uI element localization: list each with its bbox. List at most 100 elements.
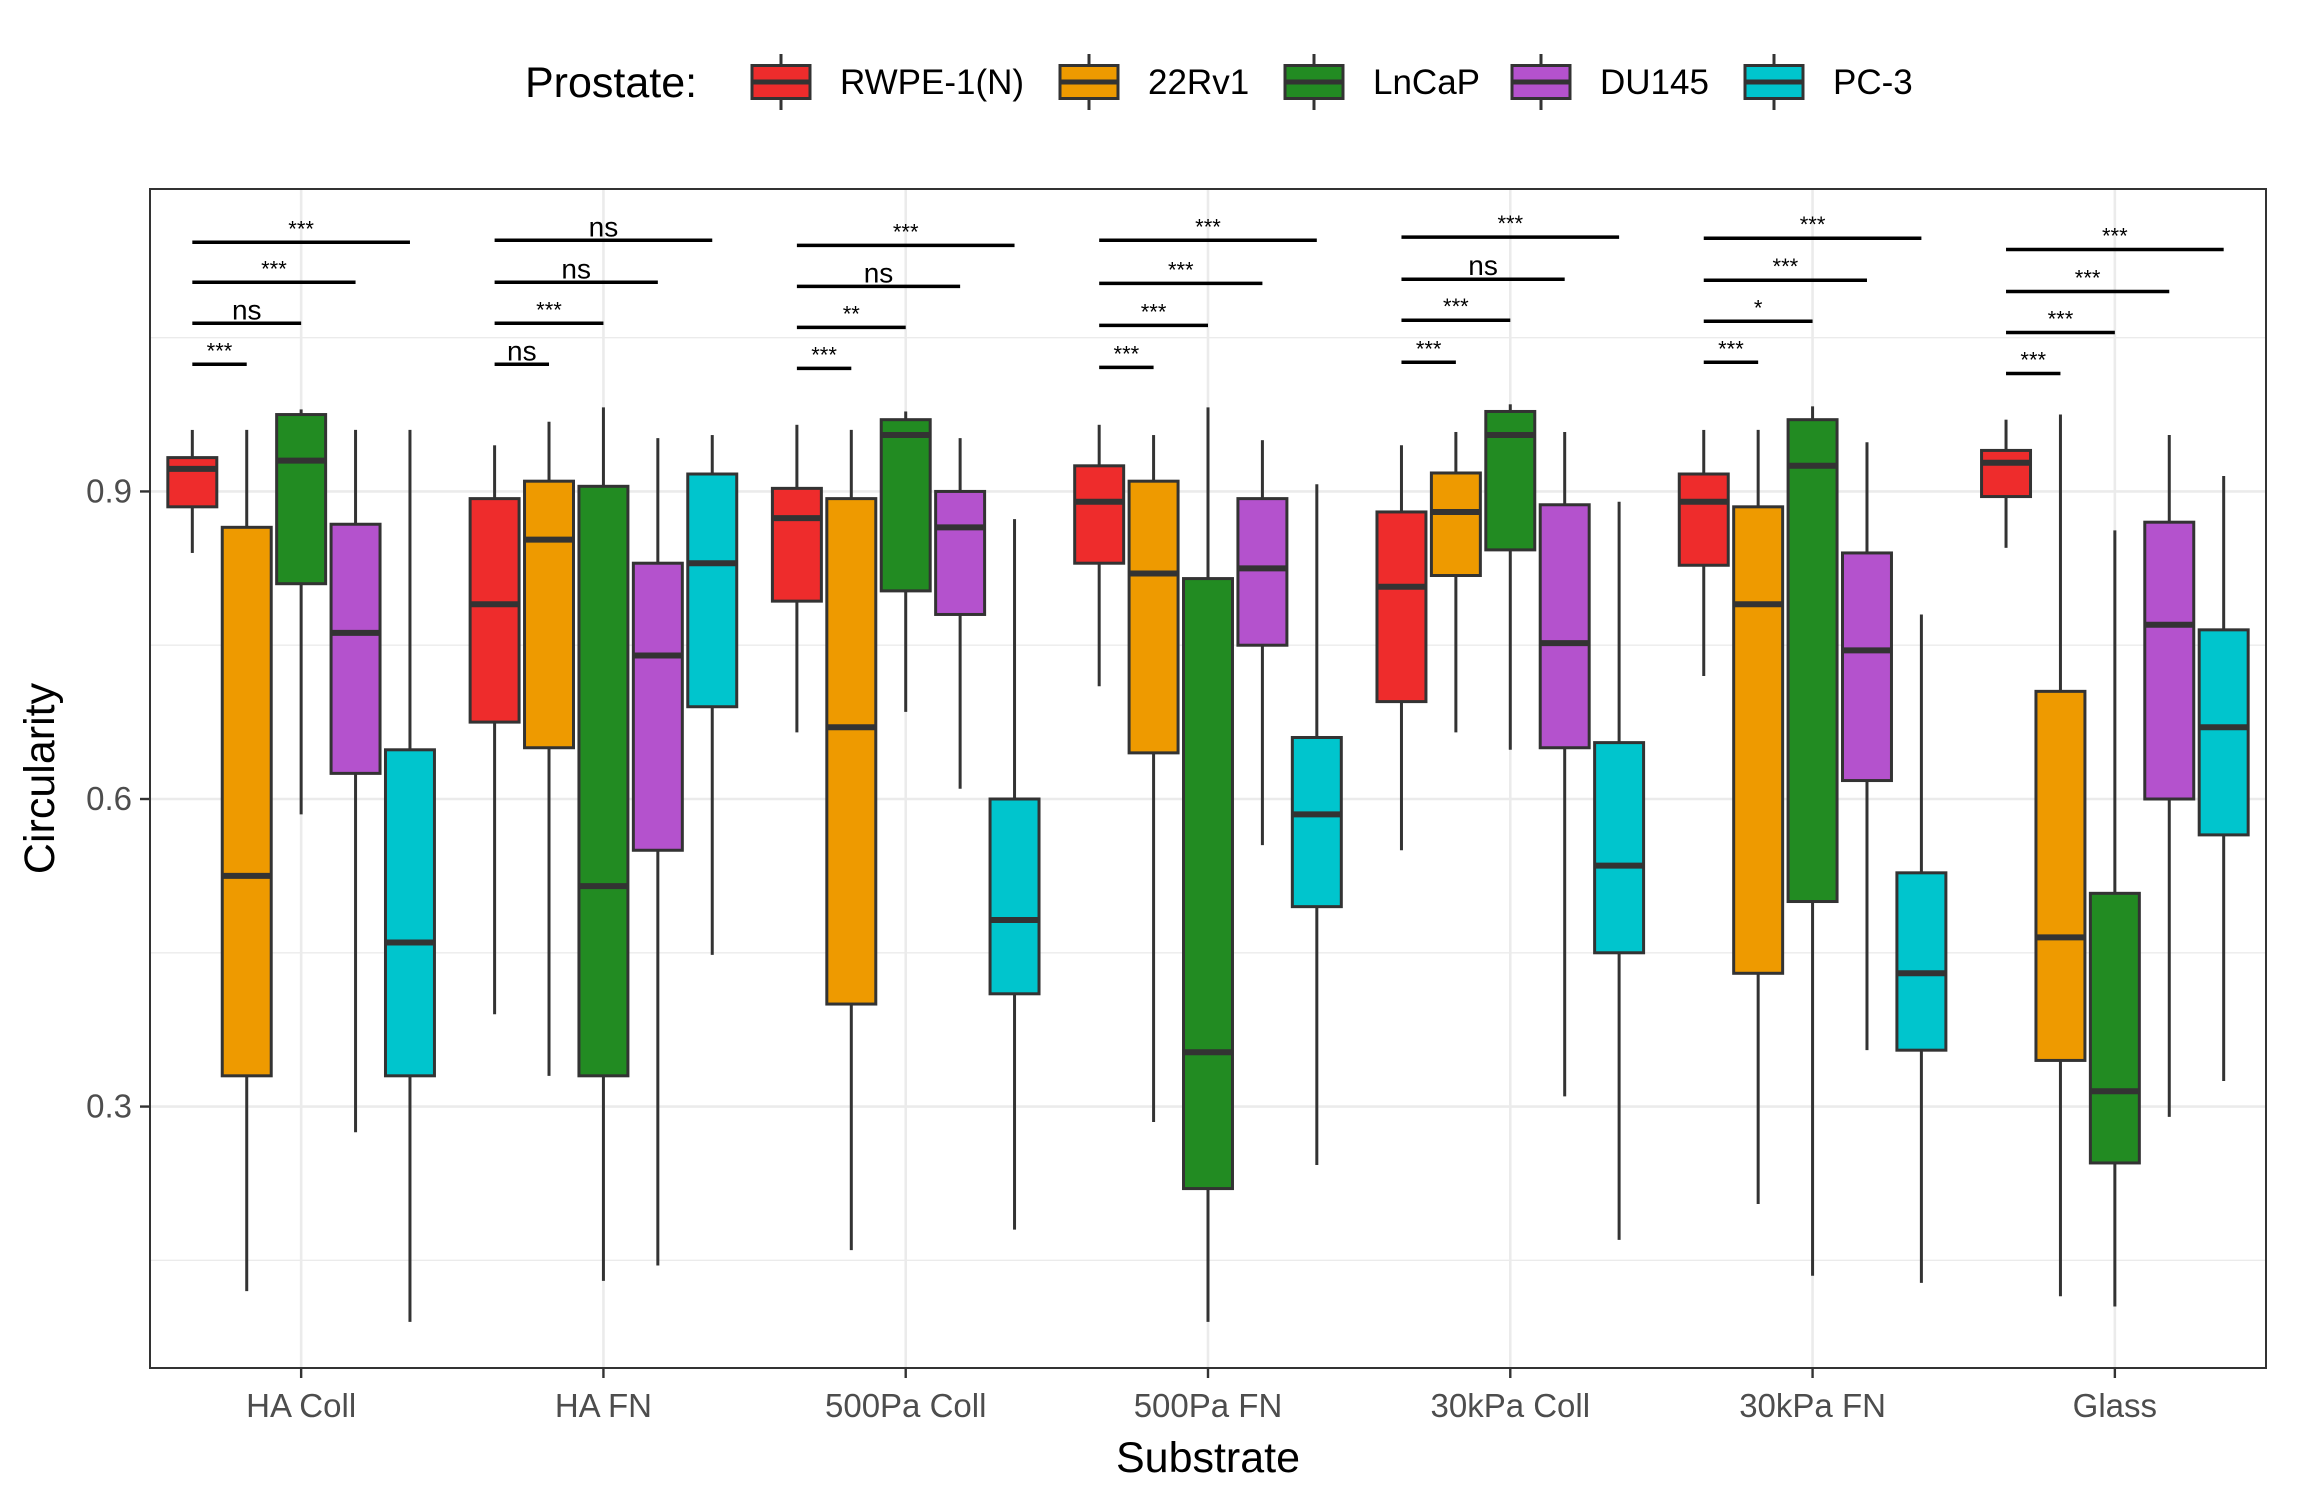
- sig-label: ***: [536, 297, 562, 322]
- sig-label: ***: [1497, 211, 1523, 236]
- box-body: [1375, 510, 1428, 704]
- sig-label: ***: [1443, 294, 1469, 319]
- sig-label: ***: [2075, 266, 2101, 291]
- legend: Prostate: RWPE-1(N) 22Rv1 LnCaP DU145 PC-3: [525, 54, 1913, 110]
- box-DU145-30kPa Coll: [1538, 431, 1591, 1097]
- box-body: [988, 797, 1041, 996]
- sig-label: ***: [2102, 223, 2128, 248]
- box-22Rv1-500Pa Coll: [825, 429, 878, 1251]
- box-body: [1677, 472, 1730, 567]
- legend-title: Prostate:: [525, 59, 697, 107]
- box-DU145-Glass: [2143, 435, 2196, 1117]
- box-22Rv1-30kPa Coll: [1429, 431, 1482, 733]
- legend-label: PC-3: [1833, 63, 1913, 102]
- box-body: [2197, 628, 2250, 837]
- x-tick-label: 500Pa Coll: [825, 1387, 986, 1424]
- box-body: [1732, 505, 1785, 975]
- legend-item-RWPE-1(N): RWPE-1(N): [750, 54, 1024, 110]
- x-axis: HA Coll HA FN 500Pa Coll 500Pa FN 30kPa Coll…: [246, 1368, 2157, 1424]
- y-axis-title: Circularity: [16, 682, 64, 874]
- sig-label: ns: [589, 211, 619, 242]
- x-tick-label: 30kPa FN: [1739, 1387, 1886, 1424]
- sig-label: ***: [1141, 299, 1167, 324]
- box-PC-3-HA Coll: [383, 429, 436, 1322]
- box-body: [383, 748, 436, 1078]
- sig-label: ***: [207, 338, 233, 363]
- sig-label: ns: [232, 294, 262, 325]
- box-body: [879, 418, 932, 593]
- sig-label: **: [843, 301, 861, 326]
- box-DU145-500Pa FN: [1236, 440, 1289, 846]
- sig-label: ***: [2048, 307, 2074, 332]
- sig-label: ***: [288, 216, 314, 241]
- box-body: [468, 497, 521, 724]
- legend-item-PC-3: PC-3: [1743, 54, 1913, 110]
- sig-label: *: [1754, 295, 1763, 320]
- box-LnCaP-30kPa FN: [1786, 406, 1839, 1276]
- box-PC-3-Glass: [2197, 476, 2250, 1081]
- legend-label: DU145: [1600, 63, 1709, 102]
- y-axis: 0.3 0.6 0.9: [86, 472, 150, 1125]
- box-22Rv1-Glass: [2034, 414, 2087, 1297]
- box-RWPE-1(N)-HA Coll: [166, 429, 219, 553]
- box-body: [2143, 520, 2196, 801]
- box-PC-3-30kPa Coll: [1593, 501, 1646, 1240]
- box-body: [1980, 448, 2033, 499]
- box-body: [1786, 418, 1839, 904]
- box-body: [1182, 577, 1234, 1191]
- y-tick-label: 0.3: [86, 1088, 132, 1125]
- x-tick-label: HA Coll: [246, 1387, 356, 1424]
- box-body: [1538, 503, 1591, 750]
- box-LnCaP-500Pa FN: [1182, 407, 1234, 1322]
- box-body: [686, 472, 739, 709]
- legend-item-LnCaP: LnCaP: [1283, 54, 1480, 110]
- box-body: [220, 525, 273, 1078]
- box-body: [825, 497, 878, 1006]
- box-LnCaP-500Pa Coll: [879, 411, 932, 712]
- legend-item-DU145: DU145: [1510, 54, 1709, 110]
- sig-label: ns: [1468, 250, 1498, 281]
- box-body: [2034, 689, 2087, 1062]
- box-PC-3-30kPa FN: [1895, 614, 1948, 1283]
- sig-label: ***: [811, 342, 837, 367]
- box-PC-3-500Pa FN: [1290, 484, 1343, 1166]
- x-axis-title: Substrate: [1116, 1434, 1300, 1482]
- box-body: [2088, 891, 2141, 1165]
- box-22Rv1-HA Coll: [220, 429, 273, 1292]
- box-body: [1127, 479, 1180, 755]
- box-body: [770, 486, 823, 603]
- box-body: [1073, 464, 1126, 565]
- sig-label: ***: [1114, 341, 1140, 366]
- sig-label: ***: [893, 219, 919, 244]
- box-DU145-30kPa FN: [1840, 442, 1893, 1051]
- box-body: [1429, 471, 1482, 578]
- box-LnCaP-HA Coll: [275, 409, 328, 815]
- box-PC-3-HA FN: [686, 435, 739, 955]
- box-body: [275, 413, 328, 586]
- box-22Rv1-HA FN: [523, 421, 576, 1076]
- x-tick-label: 30kPa Coll: [1430, 1387, 1590, 1424]
- x-tick-label: HA FN: [555, 1387, 652, 1424]
- box-RWPE-1(N)-500Pa Coll: [770, 424, 823, 733]
- box-RWPE-1(N)-HA FN: [468, 445, 521, 1015]
- box-22Rv1-30kPa FN: [1732, 429, 1785, 1204]
- box-body: [631, 561, 684, 852]
- box-body: [1290, 735, 1343, 909]
- box-body: [329, 522, 382, 775]
- sig-label: ***: [1168, 257, 1194, 282]
- y-tick-label: 0.6: [86, 780, 132, 817]
- box-DU145-HA FN: [631, 438, 684, 1266]
- sig-label: ns: [507, 335, 537, 366]
- box-LnCaP-HA FN: [577, 407, 630, 1281]
- legend-label: LnCaP: [1373, 63, 1480, 102]
- sig-label: ***: [1718, 336, 1744, 361]
- x-tick-label: Glass: [2073, 1387, 2157, 1424]
- x-tick-label: 500Pa FN: [1134, 1387, 1283, 1424]
- box-RWPE-1(N)-30kPa Coll: [1375, 445, 1428, 851]
- box-DU145-HA Coll: [329, 429, 382, 1133]
- box-RWPE-1(N)-500Pa FN: [1073, 424, 1126, 687]
- box-body: [166, 456, 219, 509]
- legend-label: RWPE-1(N): [840, 63, 1024, 102]
- box-PC-3-500Pa Coll: [988, 519, 1041, 1230]
